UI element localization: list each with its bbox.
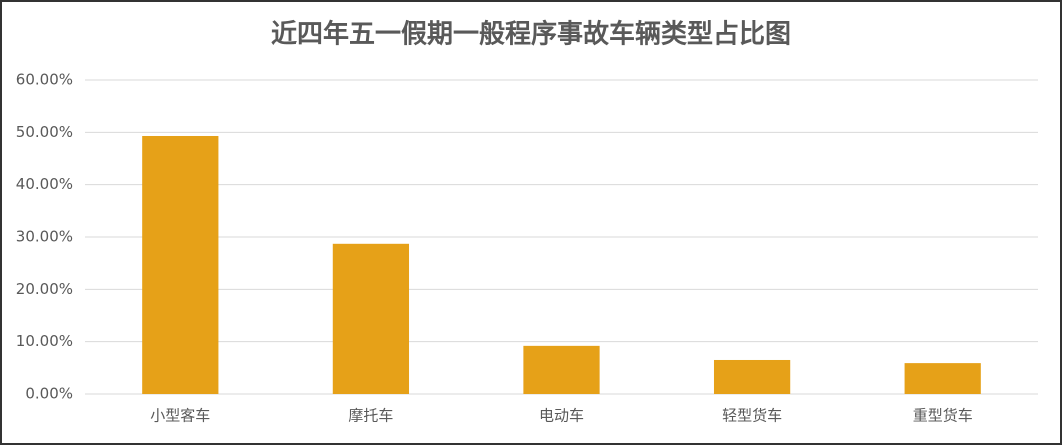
bar [523,345,600,394]
y-tick-label: 40.00% [16,175,73,193]
x-tick-label: 小型客车 [150,407,210,425]
y-tick-label: 20.00% [16,280,73,298]
chart-title: 近四年五一假期一般程序事故车辆类型占比图 [271,19,791,50]
y-tick-label: 30.00% [16,228,73,246]
bar [713,359,791,394]
bar [904,363,981,394]
bar [142,135,219,394]
y-tick-label: 60.00% [16,71,73,89]
x-tick-label: 重型货车 [913,407,973,425]
x-tick-label: 轻型货车 [722,407,782,425]
y-tick-label: 50.00% [16,123,73,141]
x-tick-label: 摩托车 [348,407,393,425]
y-tick-label: 0.00% [25,385,73,403]
bar [332,243,410,394]
y-tick-label: 10.00% [16,332,73,350]
x-tick-label: 电动车 [539,407,584,425]
